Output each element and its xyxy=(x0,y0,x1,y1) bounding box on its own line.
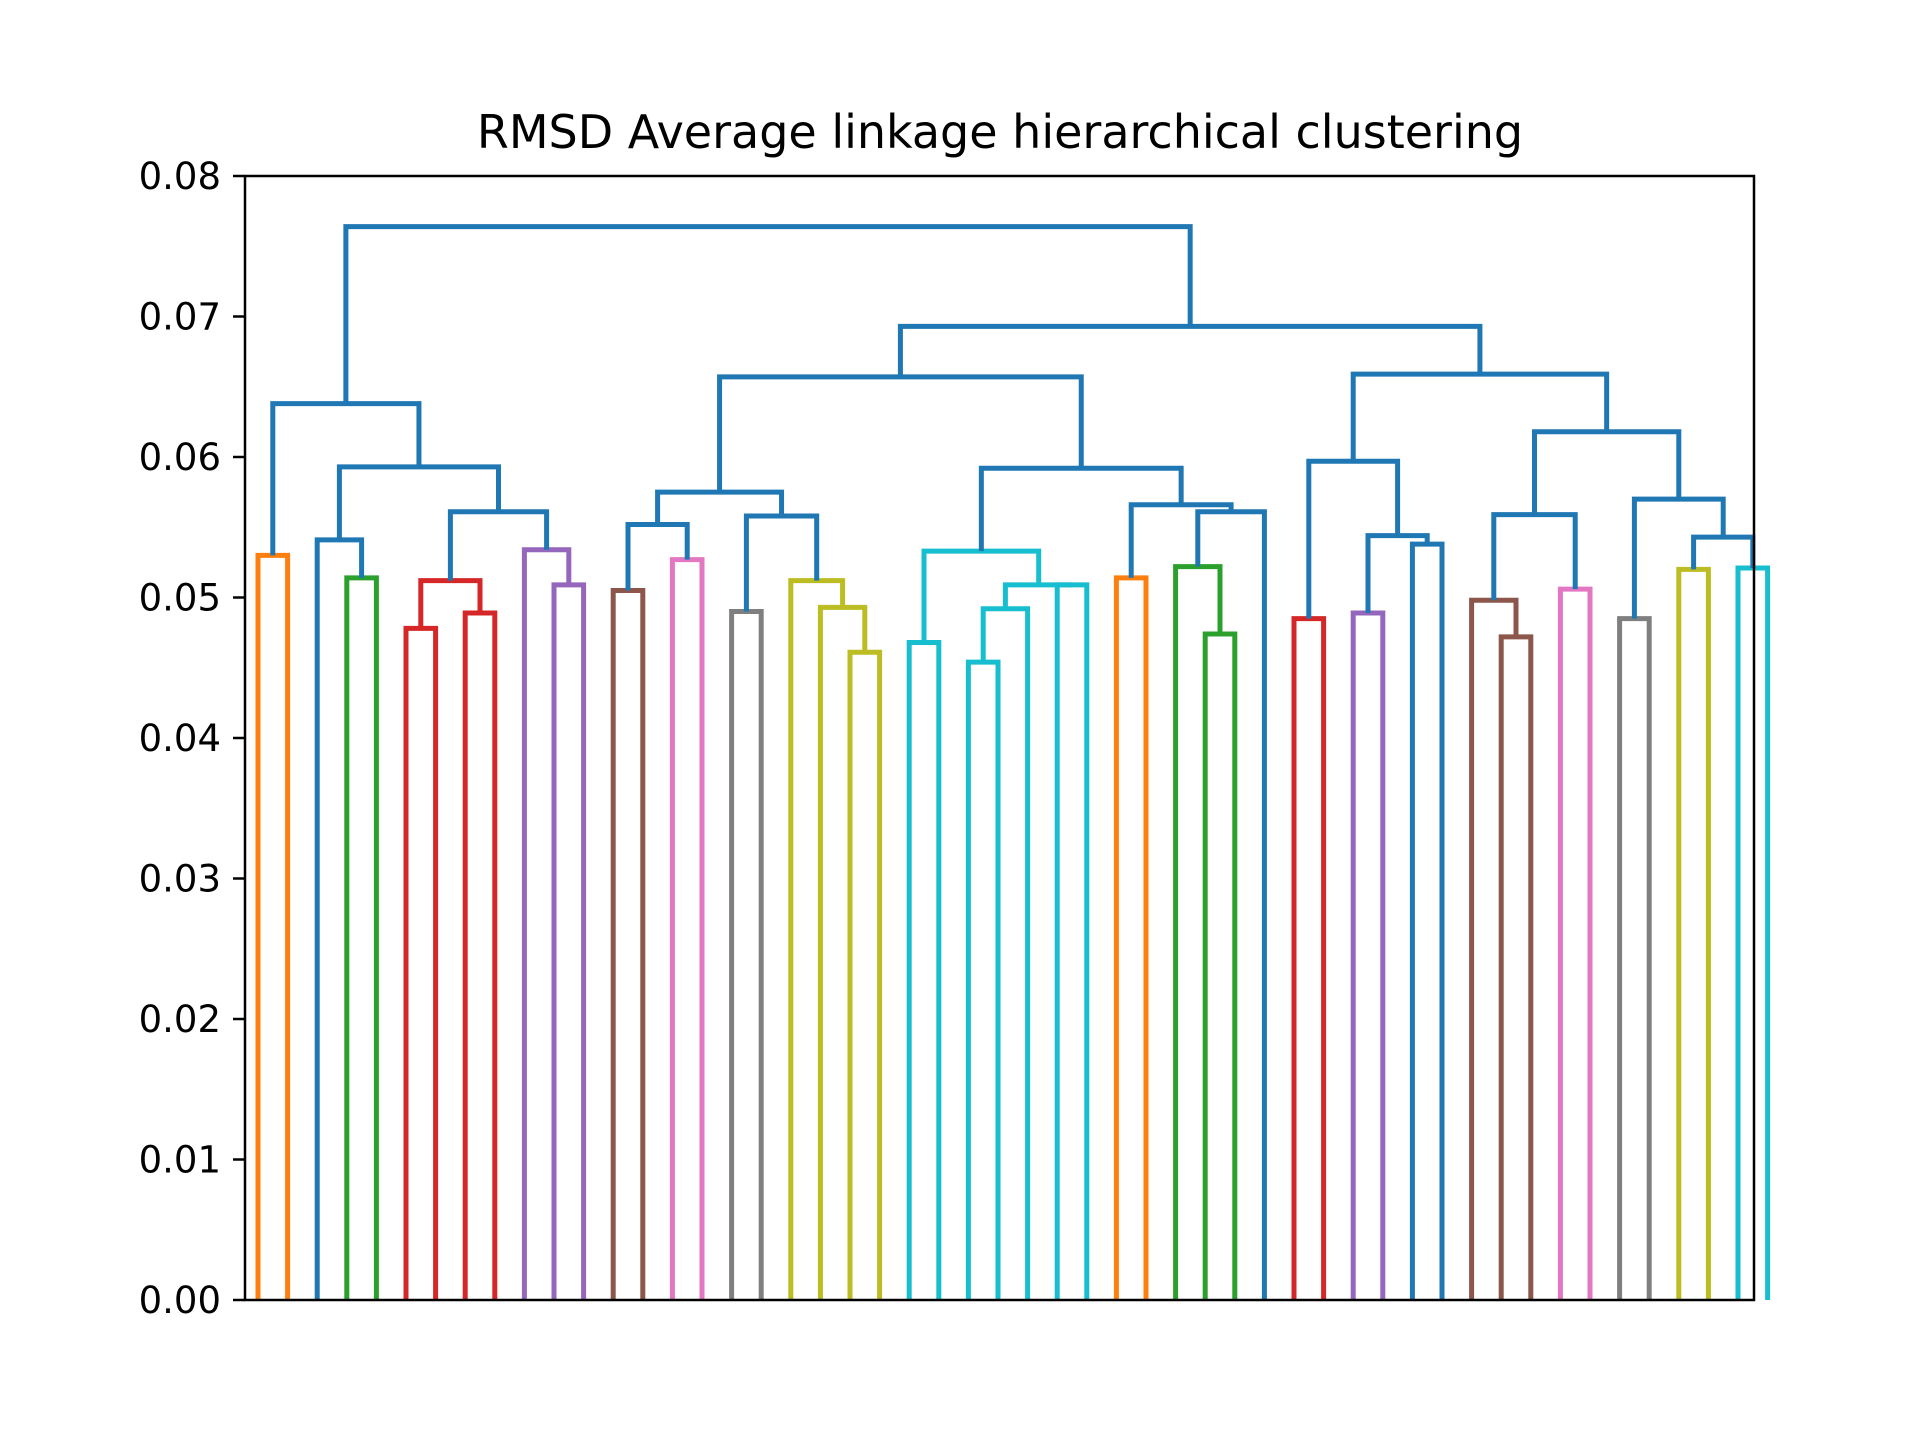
y-tick-label: 0.08 xyxy=(139,155,221,198)
dendrogram-link-m10 xyxy=(336,464,501,540)
dendrogram-link-m15 xyxy=(729,609,764,1300)
dendrogram-link-m28 xyxy=(1202,631,1238,1300)
dendrogram-link-m33 xyxy=(717,374,1084,493)
dendrogram-link-m13 xyxy=(669,557,705,1300)
dendrogram-link-m34 xyxy=(1291,616,1327,1300)
dendrogram-link-m16 xyxy=(847,649,883,1300)
dendrogram-link-m25 xyxy=(1002,582,1072,609)
dendrogram-link-m03 xyxy=(314,537,365,1300)
dendrogram-link-m18 xyxy=(788,578,846,1300)
dendrogram-link-m41 xyxy=(1557,586,1593,1300)
y-axis: 0.00 0.01 0.02 0.03 0.04 0.05 0.06 0.07 0.08 xyxy=(139,155,245,1322)
dendrogram-link-m44 xyxy=(1676,566,1711,1300)
dendrogram-link-m51 xyxy=(343,224,1193,404)
dendrogram-link-m48 xyxy=(1532,429,1682,515)
dendrogram-link-m23 xyxy=(980,606,1031,1300)
dendrogram-link-m07 xyxy=(551,582,587,1300)
y-tick-label: 0.02 xyxy=(139,998,221,1041)
dendrogram-link-m19 xyxy=(743,513,820,612)
y-tick-label: 0.01 xyxy=(139,1139,221,1182)
dendrogram-link-m30 xyxy=(1195,509,1267,1300)
dendrogram-link-m04 xyxy=(403,625,439,1300)
dendrogram-link-m46 xyxy=(1691,534,1756,570)
dendrogram-link-m09 xyxy=(447,509,550,581)
dendrogram-link-m11 xyxy=(270,401,422,556)
dendrogram-link-m38 xyxy=(1306,458,1401,619)
dendrogram-link-m08 xyxy=(521,547,572,1300)
dendrogram-link-m29 xyxy=(1173,564,1223,1300)
y-tick-label: 0.05 xyxy=(139,577,221,620)
dendrogram-links xyxy=(255,224,1771,1300)
y-tick-label: 0.07 xyxy=(139,296,221,339)
dendrogram-link-m02 xyxy=(344,575,379,1300)
dendrogram-link-m39 xyxy=(1498,634,1534,1300)
dendrogram-link-m17 xyxy=(817,604,868,1300)
dendrogram-link-m49 xyxy=(1350,371,1610,462)
dendrogram-link-m06 xyxy=(418,578,483,629)
dendrogram-link-m40 xyxy=(1469,597,1519,1300)
plot-frame xyxy=(243,174,1756,1302)
dendrogram-link-m37 xyxy=(1365,533,1430,613)
dendrogram-link-m24 xyxy=(1054,582,1090,1300)
dendrogram-link-m35 xyxy=(1350,610,1386,1300)
y-tick-label: 0.03 xyxy=(139,858,221,901)
y-tick-label: 0.04 xyxy=(139,717,221,760)
dendrogram-link-m12 xyxy=(610,587,646,1300)
dendrogram-link-m27 xyxy=(1113,575,1149,1300)
dendrogram-link-m36 xyxy=(1409,541,1445,1300)
y-tick-label: 0.06 xyxy=(139,436,221,479)
dendrogram-link-m21 xyxy=(906,639,942,1300)
chart-title: RMSD Average linkage hierarchical cluste… xyxy=(477,105,1523,159)
dendrogram-link-m32 xyxy=(978,465,1184,552)
dendrogram-link-m05 xyxy=(462,610,498,1300)
y-tick-label: 0.00 xyxy=(139,1279,221,1322)
dendrogram-link-m01 xyxy=(255,552,291,1300)
dendrogram-link-m43 xyxy=(1617,616,1652,1300)
dendrogram-link-m20 xyxy=(655,489,785,525)
dendrogram-link-m50 xyxy=(897,323,1483,377)
dendrogram-link-m22 xyxy=(965,659,1001,1300)
